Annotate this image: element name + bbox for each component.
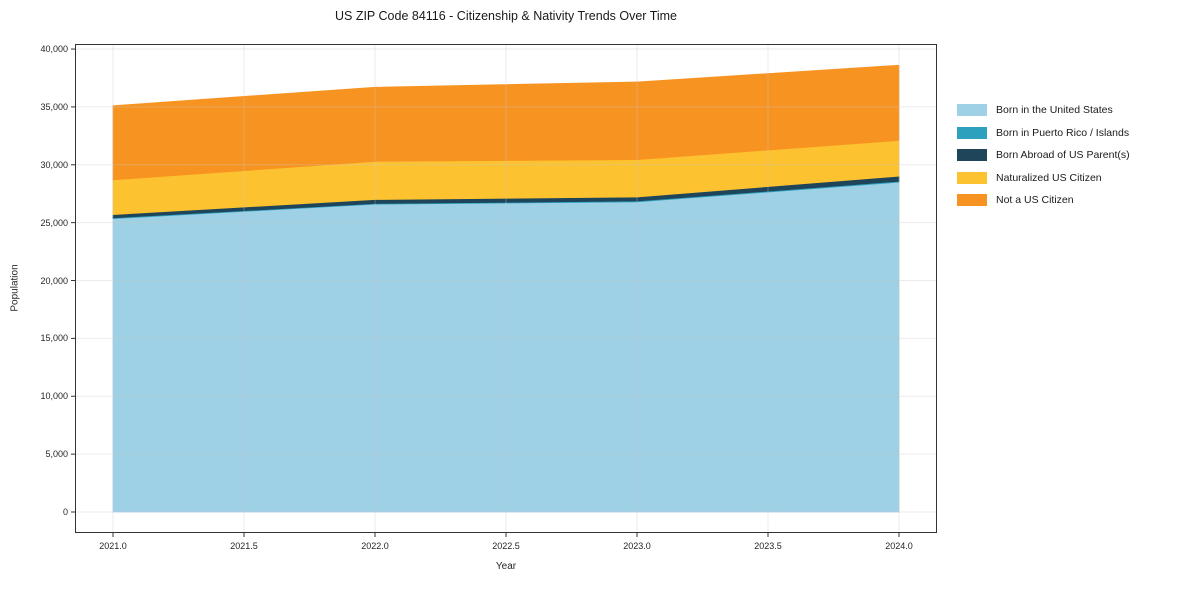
- y-tick-label: 10,000: [40, 391, 68, 402]
- legend-item: Born in the United States: [957, 104, 1130, 116]
- legend: Born in the United States Born in Puerto …: [957, 104, 1130, 217]
- y-tick-label: 30,000: [40, 159, 68, 170]
- legend-item: Not a US Citizen: [957, 194, 1130, 206]
- legend-label: Naturalized US Citizen: [996, 171, 1102, 184]
- x-tick-label: 2021.5: [230, 541, 258, 551]
- legend-swatch: [957, 104, 987, 116]
- area-series-5: [112, 64, 900, 181]
- plot-area: [71, 44, 937, 537]
- legend-swatch: [957, 194, 987, 206]
- legend-label: Born Abroad of US Parent(s): [996, 149, 1130, 161]
- y-axis-label: Population: [9, 264, 21, 312]
- y-tick-label: 5,000: [45, 449, 68, 460]
- x-tick-label: 2023.5: [754, 541, 782, 551]
- x-tick-label: 2022.5: [492, 541, 520, 551]
- y-tick-label: 0: [62, 507, 68, 517]
- y-tick-label: 25,000: [40, 217, 68, 228]
- axis-frame: [75, 44, 937, 533]
- y-tick-label: 15,000: [40, 333, 68, 344]
- x-tick-label: 2024.0: [885, 541, 913, 551]
- legend-label: Born in the United States: [996, 104, 1113, 116]
- legend-item: Born Abroad of US Parent(s): [957, 149, 1130, 161]
- legend-swatch: [957, 171, 987, 184]
- legend-item: Born in Puerto Rico / Islands: [957, 126, 1130, 139]
- x-tick-label: 2021.0: [99, 541, 127, 551]
- legend-swatch: [957, 126, 987, 139]
- plot-svg: [71, 44, 937, 537]
- y-tick-label: 20,000: [40, 275, 68, 286]
- legend-swatch: [957, 149, 987, 161]
- y-tick-label: 40,000: [40, 44, 68, 55]
- x-axis-label: Year: [495, 561, 517, 572]
- legend-item: Naturalized US Citizen: [957, 171, 1130, 184]
- x-tick-label: 2022.0: [361, 541, 389, 551]
- y-tick-label: 35,000: [40, 101, 68, 112]
- legend-label: Born in Puerto Rico / Islands: [996, 126, 1130, 139]
- chart-title: US ZIP Code 84116 - Citizenship & Nativi…: [334, 9, 678, 23]
- x-tick-label: 2023.0: [623, 541, 651, 551]
- legend-label: Not a US Citizen: [996, 194, 1074, 206]
